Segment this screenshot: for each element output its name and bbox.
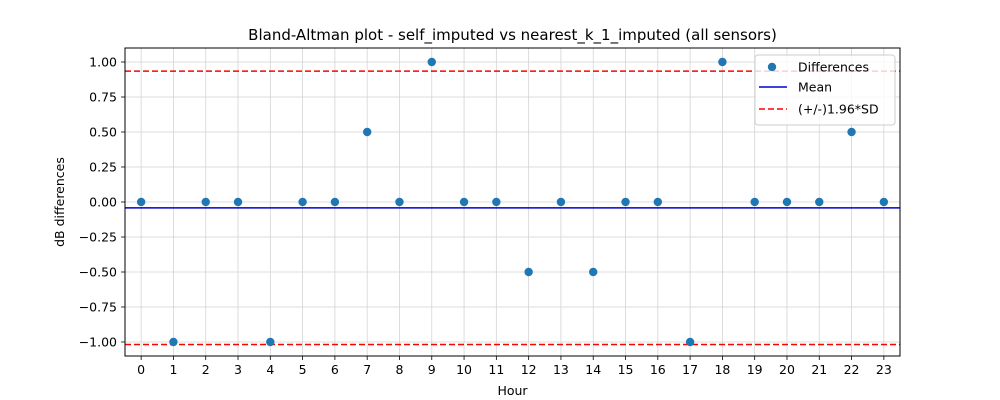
x-tick-label: 18: [714, 362, 730, 377]
legend-label: (+/-)1.96*SD: [798, 102, 879, 117]
legend-marker-differences: [767, 62, 777, 72]
data-point: [427, 57, 436, 67]
data-points: [136, 57, 889, 347]
legend-box: [754, 54, 896, 126]
x-tick-label: 20: [779, 362, 795, 377]
x-tick-label: 11: [488, 362, 504, 377]
x-tick-label: 12: [521, 362, 537, 377]
data-point: [653, 197, 663, 207]
data-point: [266, 337, 275, 347]
x-tick-label: 14: [585, 362, 601, 377]
x-tick-label: 2: [202, 362, 210, 377]
data-point: [847, 127, 856, 137]
data-point: [233, 197, 243, 207]
data-point: [169, 337, 178, 347]
x-tick-label: 15: [618, 362, 634, 377]
y-tick-label: 0.00: [89, 195, 117, 210]
data-point: [395, 197, 404, 207]
data-point: [879, 197, 889, 207]
y-tick-label: 1.00: [89, 55, 117, 70]
x-tick-label: 6: [331, 362, 339, 377]
x-tick-label: 17: [682, 362, 698, 377]
x-tick-label: 5: [299, 362, 307, 377]
chart-title: Bland-Altman plot - self_imputed vs near…: [248, 26, 777, 45]
data-point: [201, 197, 210, 207]
y-tick-label: 0.25: [89, 160, 117, 175]
x-tick-label: 22: [844, 362, 860, 377]
data-point: [362, 127, 372, 137]
data-point: [685, 337, 695, 347]
x-tick-label: 0: [137, 362, 145, 377]
x-tick-label: 7: [363, 362, 371, 377]
data-point: [330, 197, 340, 207]
x-tick-label: 10: [456, 362, 472, 377]
x-tick-label: 16: [650, 362, 666, 377]
y-axis-ticks: −1.00 −0.75 −0.50 −0.25 0.00 0.25 0.50 0.75 1.00: [79, 55, 125, 350]
data-point: [556, 197, 566, 207]
data-point: [492, 197, 501, 207]
data-point: [782, 197, 792, 207]
data-point: [589, 267, 598, 277]
grid: [125, 48, 900, 356]
data-point: [621, 197, 630, 207]
data-point: [750, 197, 759, 207]
x-tick-label: 4: [266, 362, 274, 377]
legend-label: Mean: [798, 80, 832, 95]
x-tick-label: 8: [396, 362, 404, 377]
x-tick-label: 13: [553, 362, 569, 377]
data-point: [459, 197, 469, 207]
reference-lines: [125, 70, 900, 346]
x-tick-label: 19: [747, 362, 763, 377]
y-axis-label: dB differences: [52, 157, 67, 247]
data-point: [136, 197, 146, 207]
x-axis-ticks: 0 1 2 3 4 5 6 7 8 9 10 11 12 13 14 15 16 17 18 19 20 21 22 23: [137, 356, 892, 377]
y-tick-label: −1.00: [79, 335, 117, 350]
x-tick-label: 3: [234, 362, 242, 377]
y-tick-label: 0.50: [89, 125, 117, 140]
x-tick-label: 1: [169, 362, 177, 377]
x-tick-label: 21: [811, 362, 827, 377]
data-point: [718, 57, 727, 67]
x-axis-label: Hour: [497, 383, 528, 398]
y-tick-label: 0.75: [89, 90, 117, 105]
x-tick-label: 9: [428, 362, 436, 377]
y-tick-label: −0.50: [79, 265, 117, 280]
data-point: [524, 267, 533, 277]
legend: Differences Mean (+/-)1.96*SD: [754, 54, 896, 126]
y-tick-label: −0.75: [79, 300, 117, 315]
data-point: [815, 197, 824, 207]
y-tick-label: −0.25: [79, 230, 117, 245]
legend-label: Differences: [798, 60, 869, 75]
x-tick-label: 23: [876, 362, 892, 377]
data-point: [298, 197, 307, 207]
